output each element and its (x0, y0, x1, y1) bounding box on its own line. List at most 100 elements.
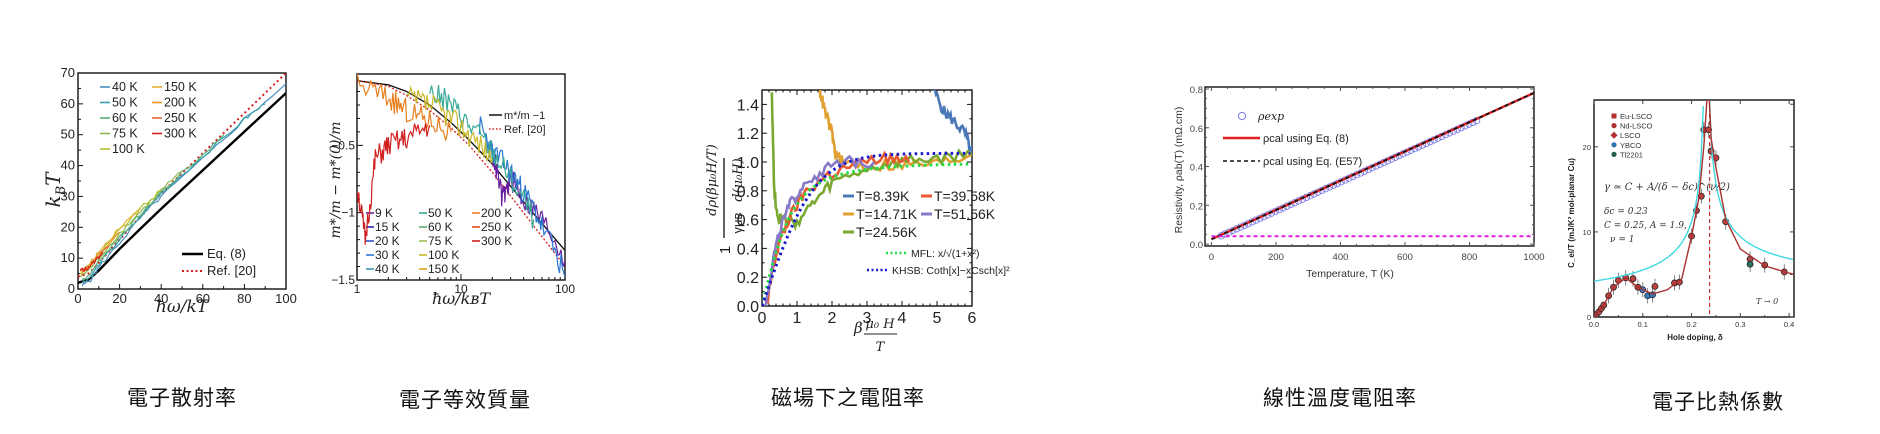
y-tick-label: 30 (61, 188, 75, 203)
legend-label: 150 K (428, 262, 459, 276)
legend-label: 40 K (112, 80, 138, 94)
plot-area: 0 1 2 3 4 5 6 0.0 0.2 0.4 0.6 0.8 1.0 1.2 1.4 β μ₀ H T 1 γμ… (705, 89, 1010, 355)
legend-label: LSCO (1620, 131, 1641, 140)
y-axis-label: C_el/T (mJ/K² mol-planar Cu) (1567, 158, 1576, 268)
legend-label: 9 K (375, 206, 393, 220)
legend-marker (1611, 123, 1617, 129)
legend-label: Eq. (8) (207, 246, 246, 261)
x-tick-label: 200 (1268, 252, 1284, 263)
x-axis-label: ħω/kʙT (432, 289, 491, 308)
plot-frame (1593, 99, 1795, 318)
x-axis-label-num: μ₀ H (865, 317, 895, 332)
data-point (1651, 282, 1659, 290)
series-300k (357, 123, 431, 245)
fit-curve-right (1708, 100, 1794, 261)
legend-label: KHSB: Coth[x]−xCsch[x]² (892, 265, 1010, 277)
x-tick-label: 600 (1397, 252, 1413, 263)
legend-label: m*/m −1 (504, 110, 545, 122)
legend-label: 60 K (112, 111, 138, 125)
series-group (357, 74, 565, 278)
y-label-sub: B (54, 186, 69, 197)
legend-label: T=51.56K (934, 206, 996, 222)
chart-magnetoresistivity: 0 1 2 3 4 5 6 0.0 0.2 0.4 0.6 0.8 1.0 1.2 1.4 β μ₀ H T 1 γμ… (705, 89, 1010, 355)
x-tick-label: 80 (237, 291, 251, 306)
y-tick-label: 0.8 (1190, 85, 1203, 96)
panel-magnetoresistivity: 0 1 2 3 4 5 6 0.0 0.2 0.4 0.6 0.8 1.0 1.2 1.4 β μ₀ H T 1 γμ… (690, 0, 1150, 434)
annotation-delta-c: δc = 0.23 (1604, 207, 1648, 217)
y-tick-label: 1.0 (737, 155, 759, 172)
legend-label: T=39.58K (934, 188, 996, 204)
x-tick-label: 10 (454, 282, 468, 296)
annotation-params: C = 0.25, A = 1.9, (1604, 221, 1687, 231)
x-tick-label: 800 (1462, 252, 1478, 263)
caption-specific-heat: 電子比熱係數 (1652, 390, 1784, 414)
legend-label: 250 K (164, 111, 197, 125)
x-tick-label: 60 (196, 291, 210, 306)
y-label-one: 1 (717, 246, 734, 254)
legend-label: Ref. [20] (504, 124, 546, 136)
legend-label: 50 K (112, 96, 138, 110)
legend-label: 50 K (428, 206, 453, 220)
x-axis-label: Temperature, T (K) (1306, 268, 1394, 280)
legend-label: 75 K (112, 127, 138, 141)
legend-label: 150 K (164, 80, 197, 94)
x-tick-label: 3 (863, 310, 872, 327)
y-tick-label: 60 (61, 96, 75, 111)
legend-label: YBCO (1620, 141, 1641, 150)
y-axis-label: 1 γμʙ dρ(βμ₀H/T) d(μ₀H) (705, 144, 746, 254)
fit-curve-left (1594, 106, 1704, 282)
legend-label: 200 K (164, 96, 197, 110)
x-tick-label: 100 (275, 291, 297, 306)
y-axis-label: m*/m − m*(0)/m (328, 122, 344, 239)
y-tick-label: 20 (61, 219, 75, 234)
series-50k (429, 85, 535, 229)
panel-linear-resistivity: 0 200 400 600 800 1000 0.0 0.2 0.4 0.6 0.8 Temperat… (1150, 0, 1550, 434)
y-tick-label: 40 (61, 158, 75, 173)
y-tick-label: 50 (61, 127, 75, 142)
y-tick-label: 1.4 (737, 97, 759, 114)
panel-specific-heat: 0.0 0.1 0.2 0.3 0.4 0 10 20 Hole doping, δ C_el/T… (1550, 0, 1880, 434)
x-tick-label: 20 (112, 291, 126, 306)
y-tick-label: 0 (1587, 313, 1591, 322)
legend-label: T=14.71K (856, 206, 918, 222)
legend-label: 100 K (428, 248, 459, 262)
legend-label: ρcal using Eq. (8) (1263, 133, 1349, 145)
y-tick-label: 20 (1583, 143, 1591, 152)
y-label-den: d(μ₀H) (731, 158, 746, 201)
series-t3958k (766, 150, 911, 304)
y-tick-label: 10 (61, 250, 75, 265)
legend-label: Eu-LSCO (1620, 112, 1652, 121)
series-e57 (1211, 92, 1535, 241)
y-label-gamma: γμʙ (730, 212, 745, 233)
caption-effective-mass: 電子等效質量 (399, 388, 531, 412)
y-tick-label: 0.8 (737, 184, 759, 201)
legend-marker (1611, 113, 1617, 119)
y-tick-label: 0.0 (737, 299, 759, 316)
caption-scattering-rate: 電子散射率 (127, 386, 237, 410)
y-tick-label: 1.2 (737, 126, 759, 143)
x-tick-label: 100 (555, 282, 575, 296)
legend-marker (1611, 151, 1617, 157)
y-tick-label: 0.4 (1190, 163, 1203, 174)
chart-specific-heat: 0.0 0.1 0.2 0.3 0.4 0 10 20 Hole doping, δ C_el/T… (1567, 99, 1795, 342)
guide-curve-right (1708, 100, 1794, 276)
legend-label: Ref. [20] (207, 263, 256, 278)
x-tick-label: 1 (354, 282, 361, 296)
x-axis-label-beta: β (853, 319, 863, 337)
y-label-t: T (41, 171, 65, 186)
y-tick-label: 10 (1583, 228, 1591, 237)
series-100k (406, 85, 493, 164)
y-tick-label: 0.6 (1190, 124, 1203, 135)
series-t839k (932, 90, 972, 155)
legend-label: 300 K (481, 234, 512, 248)
x-tick-label: 5 (933, 310, 942, 327)
annotation-nu: ν = 1 (1610, 235, 1634, 245)
y-label-num: dρ(βμ₀H/T) (705, 144, 720, 216)
x-tick-label: 40 (154, 291, 168, 306)
annotation-formula: γ ≃ C + A/(δ − δc)^(ν/2) (1604, 182, 1730, 193)
x-tick-label: 0.3 (1735, 320, 1745, 329)
y-tick-label: −1 (341, 206, 355, 220)
series-200k (357, 74, 452, 141)
